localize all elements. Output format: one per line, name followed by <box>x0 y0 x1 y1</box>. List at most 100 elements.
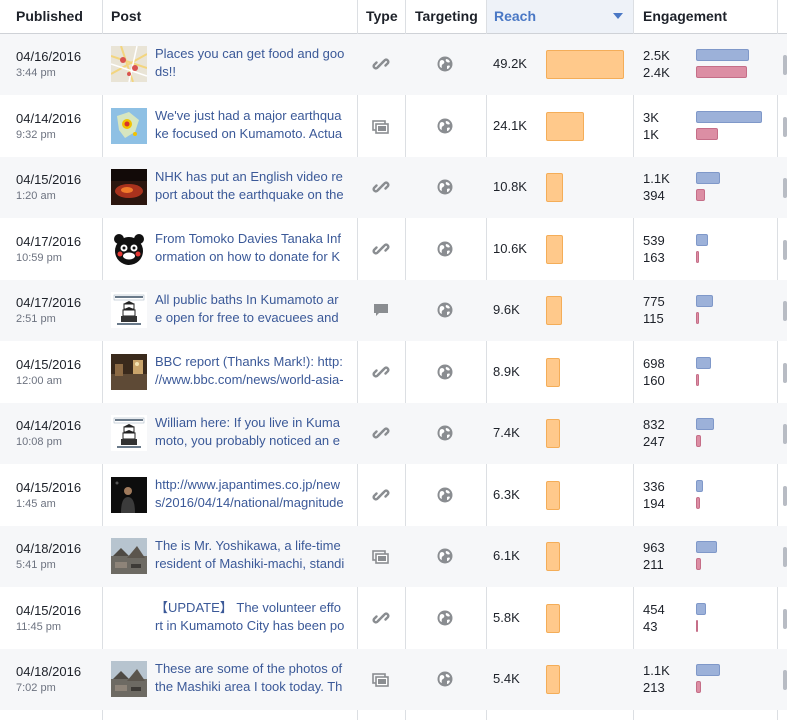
table-row[interactable]: 04/17/2016 10:59 pm From Tomoko Davies Tan… <box>0 219 787 280</box>
post-text-line-2: resident of Mashiki-machi, standi <box>155 556 345 571</box>
post-thumbnail[interactable] <box>111 476 147 513</box>
next-column-bar <box>783 55 787 75</box>
table-row[interactable]: 04/15/2016 12:00 am BBC report (Thanks Mar… <box>0 342 787 403</box>
sort-descending-icon[interactable] <box>613 13 623 19</box>
post-text-line-2: ormation on how to donate for K <box>155 248 341 264</box>
post-link[interactable]: 【UPDATE】 The volunteer effo rt in Kumamot… <box>155 599 349 635</box>
table-header: Published Post Type Targeting Reach Enga… <box>0 0 787 34</box>
published-time: 11:45 pm <box>16 620 62 633</box>
reach-value: 5.8K <box>493 609 520 625</box>
post-thumbnail[interactable] <box>111 230 147 267</box>
published-date: 04/15/2016 <box>16 479 82 495</box>
post-text-line-1: Places you can get food and goo <box>155 46 345 61</box>
post-thumbnail[interactable] <box>111 107 147 144</box>
engagement-clicks-bar <box>696 479 703 492</box>
table-row[interactable]: 04/16/2016 3:44 pm Places you can get food… <box>0 34 787 95</box>
published-date: 04/15/2016 <box>16 602 82 618</box>
post-link[interactable]: NHK has put an English video re port abou… <box>155 168 349 204</box>
column-divider <box>357 0 358 720</box>
published-time: 7:02 pm <box>16 682 56 694</box>
table-row[interactable]: 04/15/2016 11:45 pm 【UPDATE】 The volunteer… <box>0 588 787 649</box>
post-link[interactable]: We've just had a major earthqua ke focuse… <box>155 107 349 143</box>
photo-icon <box>372 672 390 693</box>
column-divider <box>102 0 103 720</box>
post-link[interactable]: William here: If you live in Kuma moto, y… <box>155 414 349 450</box>
post-thumbnail[interactable] <box>111 353 147 390</box>
reach-bar <box>546 357 560 387</box>
post-thumbnail[interactable] <box>111 292 147 328</box>
reach-value: 49.2K <box>493 56 527 71</box>
engagement-reactions-bar <box>696 66 747 78</box>
reach-value: 6.3K <box>493 486 520 502</box>
post-thumbnail[interactable] <box>111 661 147 697</box>
published-time: 1:45 am <box>16 497 56 510</box>
reach-value: 7.4K <box>493 425 520 440</box>
engagement-clicks-value: 539 <box>643 232 665 248</box>
engagement-clicks-bar <box>696 172 720 184</box>
photo-icon <box>372 549 390 570</box>
reach-bar <box>546 480 560 510</box>
post-text-line-1: From Tomoko Davies Tanaka Inf <box>155 230 341 246</box>
published-date: 04/14/2016 <box>16 418 82 433</box>
header-type[interactable]: Type <box>366 8 398 24</box>
header-reach[interactable]: Reach <box>486 0 633 33</box>
globe-icon <box>437 241 453 262</box>
header-published[interactable]: Published <box>16 8 83 24</box>
post-text-line-1: http://www.japantimes.co.jp/new <box>155 476 340 492</box>
post-link[interactable]: Places you can get food and goo ds!! <box>155 45 349 81</box>
post-thumbnail[interactable] <box>111 538 147 574</box>
engagement-reactions-value: 2.4K <box>643 65 670 80</box>
reach-bar <box>546 419 560 448</box>
post-link[interactable]: http://www.japantimes.co.jp/new s/2016/04… <box>155 476 349 512</box>
next-column-bar <box>783 608 787 629</box>
post-text-line-2: rt in Kumamoto City has been po <box>155 617 345 633</box>
post-thumbnail[interactable] <box>111 415 147 451</box>
post-thumbnail[interactable] <box>111 46 147 82</box>
engagement-clicks-bar <box>696 295 713 307</box>
header-post[interactable]: Post <box>111 8 142 24</box>
post-link[interactable]: The is Mr. Yoshikawa, a life-time residen… <box>155 537 349 573</box>
table-row[interactable]: 04/14/2016 9:32 pm We've just had a major … <box>0 96 787 157</box>
post-text-line-1: 【UPDATE】 The volunteer effo <box>155 599 341 615</box>
table-row[interactable]: 04/18/2016 5:41 pm The is Mr. Yoshikawa, a… <box>0 526 787 587</box>
post-text-line-2: //www.bbc.com/news/world-asia- <box>155 371 344 387</box>
reach-value: 10.8K <box>493 179 527 194</box>
globe-icon <box>437 302 453 323</box>
post-link[interactable]: From Tomoko Davies Tanaka Inf ormation on… <box>155 230 349 266</box>
header-engagement[interactable]: Engagement <box>643 8 728 24</box>
engagement-reactions-value: 211 <box>643 557 664 572</box>
globe-icon <box>437 56 453 77</box>
link-icon <box>372 424 390 447</box>
link-icon <box>372 240 390 263</box>
engagement-clicks-bar <box>696 233 708 246</box>
table-row[interactable]: 04/15/2016 1:45 am http://www.japantimes.c… <box>0 465 787 526</box>
status-icon <box>373 303 389 323</box>
link-icon <box>372 486 390 509</box>
table-row[interactable]: 04/17/2016 2:51 pm All public baths In Kum… <box>0 280 787 341</box>
post-link[interactable]: All public baths In Kumamoto ar e open fo… <box>155 291 349 327</box>
link-icon <box>372 178 390 201</box>
globe-icon <box>437 364 453 385</box>
next-column-bar <box>783 362 787 383</box>
table-row[interactable]: 04/15/2016 1:20 am NHK has put an English … <box>0 157 787 218</box>
table-row[interactable]: 04/18/2016 7:02 pm These are some of the p… <box>0 649 787 710</box>
post-thumbnail[interactable] <box>111 169 147 205</box>
engagement-clicks-bar <box>696 356 711 369</box>
next-column-bar <box>783 116 787 137</box>
engagement-clicks-bar <box>696 541 717 553</box>
engagement-reactions-value: 247 <box>643 434 665 449</box>
next-column-bar <box>783 670 787 690</box>
engagement-clicks-bar <box>696 602 706 615</box>
post-link[interactable]: BBC report (Thanks Mark!): http: //www.bb… <box>155 353 349 389</box>
published-time: 12:00 am <box>16 374 62 387</box>
header-reach-label: Reach <box>494 8 537 24</box>
published-date: 04/15/2016 <box>16 356 82 372</box>
engagement-reactions-bar <box>696 127 718 140</box>
engagement-reactions-bar <box>696 189 705 201</box>
column-divider <box>633 0 634 720</box>
post-text-line-2: port about the earthquake on the <box>155 187 344 202</box>
post-link[interactable]: These are some of the photos of the Mashi… <box>155 660 349 696</box>
table-row[interactable]: 04/14/2016 10:08 pm William here: If you l… <box>0 403 787 464</box>
header-targeting[interactable]: Targeting <box>415 8 478 24</box>
globe-icon <box>437 118 453 139</box>
